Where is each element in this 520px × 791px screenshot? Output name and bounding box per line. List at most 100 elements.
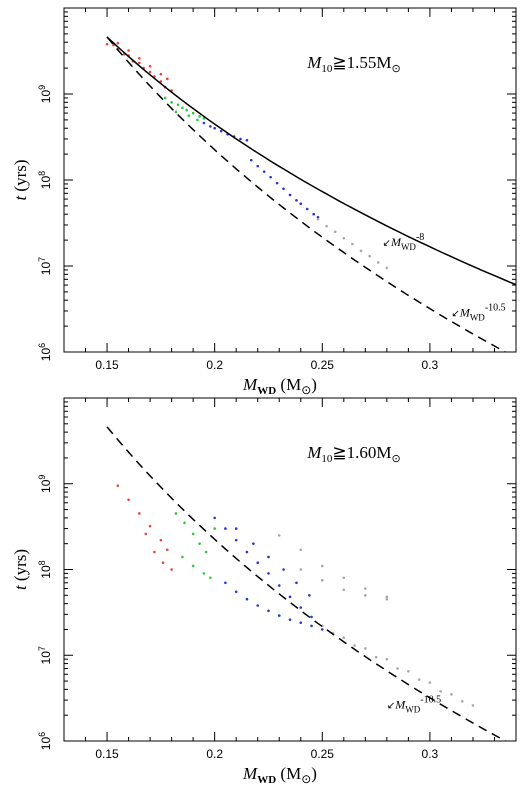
data-point	[288, 193, 292, 197]
data-point	[198, 115, 201, 118]
data-point	[277, 614, 281, 617]
data-point	[219, 129, 223, 133]
data-point	[256, 561, 260, 565]
data-point	[138, 61, 141, 65]
data-point	[288, 618, 292, 621]
data-point	[351, 242, 354, 246]
data-point	[234, 527, 238, 530]
data-point	[385, 597, 389, 601]
data-point	[342, 236, 346, 240]
data-point	[295, 581, 298, 585]
data-point	[181, 555, 184, 559]
x-tick-label: 0.15	[95, 358, 119, 372]
power-law-8-line	[106, 36, 516, 286]
data-point	[310, 624, 313, 628]
data-point	[185, 108, 188, 112]
curve-annotation: ↙MWD-8	[383, 232, 425, 252]
data-point	[249, 158, 253, 162]
data-point	[374, 655, 378, 659]
data-point	[127, 49, 130, 52]
data-point	[277, 534, 281, 537]
data-point	[148, 64, 152, 68]
data-point	[191, 111, 195, 115]
data-point	[359, 249, 363, 253]
x-tick-label: 0.2	[206, 747, 223, 761]
y-tick-label: 106	[37, 343, 53, 361]
data-point	[368, 254, 371, 258]
data-point	[342, 576, 346, 580]
y-tick-label: 109	[37, 85, 53, 103]
data-point	[116, 484, 120, 487]
plot-area	[106, 426, 508, 741]
panel-label: M10≧1.55M⊙	[306, 53, 401, 75]
data-point	[209, 125, 212, 128]
x-tick-label: 0.3	[422, 747, 439, 761]
data-point	[138, 512, 141, 515]
data-point	[417, 678, 421, 681]
data-point	[144, 532, 148, 536]
data-point	[209, 576, 212, 580]
data-point	[450, 693, 453, 696]
data-point	[269, 175, 272, 179]
panel-label: M10≧1.60M⊙	[306, 443, 401, 465]
data-point	[181, 106, 184, 110]
data-point	[364, 587, 367, 590]
data-point	[159, 72, 163, 76]
x-tick-label: 0.15	[95, 747, 119, 761]
data-point	[239, 137, 242, 141]
data-point	[127, 498, 130, 502]
data-point	[148, 524, 152, 528]
data-point	[310, 615, 313, 619]
data-point	[282, 187, 285, 191]
data-point	[320, 564, 324, 568]
curve-annotation: ↙MWD-10.5	[387, 694, 441, 714]
data-point	[138, 57, 141, 60]
data-point	[299, 548, 303, 552]
data-point	[396, 667, 399, 670]
data-point	[256, 164, 260, 168]
data-point	[439, 689, 442, 693]
data-point	[148, 70, 152, 74]
data-point	[316, 215, 320, 219]
y-tick-label: 109	[37, 475, 53, 493]
data-point	[204, 550, 208, 554]
data-point	[202, 121, 206, 125]
data-point	[166, 77, 169, 81]
data-point	[295, 199, 298, 202]
data-point	[213, 516, 216, 520]
data-point	[299, 568, 303, 571]
data-point	[325, 224, 328, 228]
data-point	[174, 512, 178, 515]
data-point	[407, 669, 410, 673]
data-point	[163, 96, 167, 100]
data-point	[267, 555, 270, 559]
data-point	[308, 594, 311, 597]
x-tick-label: 0.25	[311, 747, 335, 761]
data-point	[471, 704, 475, 707]
data-point	[159, 538, 163, 542]
data-point	[353, 644, 356, 647]
data-point	[262, 170, 266, 173]
y-tick-label: 107	[37, 646, 53, 664]
data-point	[299, 621, 303, 624]
data-point	[267, 609, 270, 613]
data-point	[316, 217, 320, 221]
data-point	[428, 681, 432, 684]
x-tick-label: 0.2	[206, 358, 223, 372]
data-point	[161, 561, 165, 565]
data-point	[202, 572, 206, 575]
data-point	[460, 700, 464, 703]
data-point	[312, 212, 315, 216]
data-point	[105, 42, 109, 46]
data-point	[153, 550, 156, 554]
data-point	[275, 181, 279, 185]
bottom-panel: 0.15 0.2 0.25 0.3 106 107 108 109 MWD (M⊙) t (yrs…	[11, 397, 517, 786]
data-point	[198, 542, 201, 545]
data-point	[342, 588, 346, 592]
data-point	[282, 568, 285, 571]
data-point	[234, 538, 238, 542]
data-point	[385, 266, 389, 270]
data-point	[364, 594, 367, 597]
y-axis-title: t (yrs)	[11, 159, 30, 200]
